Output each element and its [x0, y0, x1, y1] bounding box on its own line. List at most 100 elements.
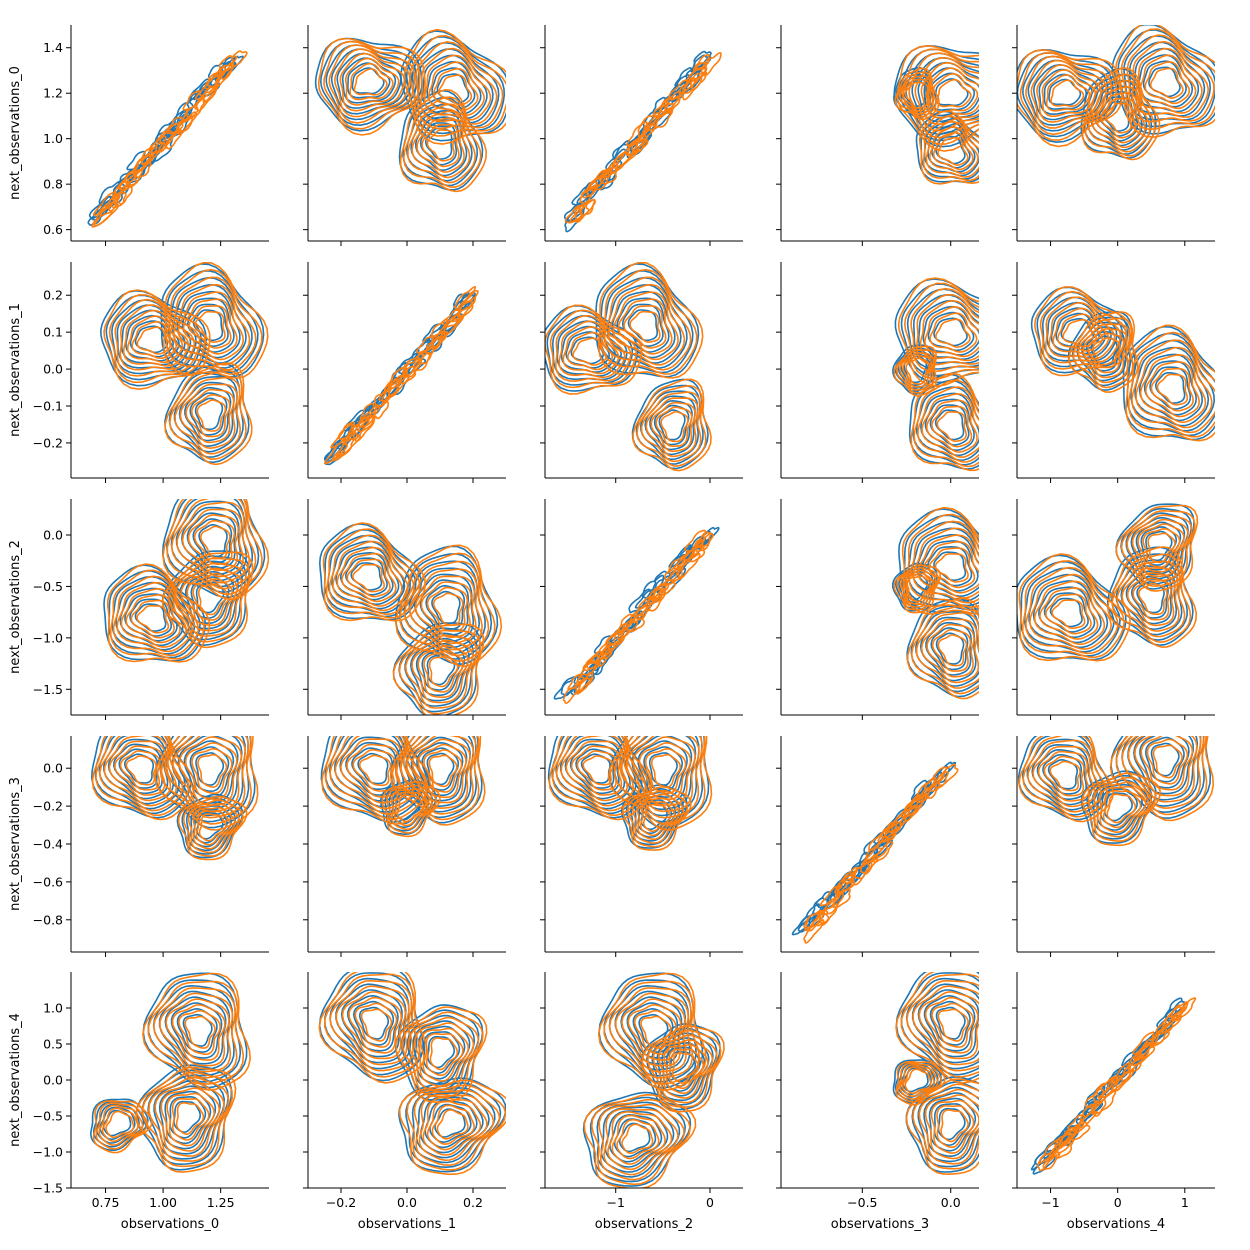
contour-line-series-2	[621, 1123, 654, 1155]
y-tick-label: −0.6	[33, 874, 63, 889]
contour-line-series-2	[360, 1008, 393, 1042]
contour-line-series-2	[1081, 772, 1161, 847]
contour-line-series-2	[420, 47, 498, 125]
contour-line-series-2	[125, 755, 157, 786]
contour-line-series-2	[896, 567, 940, 611]
contour-line-series-2	[908, 520, 979, 608]
panel-contours	[553, 526, 720, 705]
contour-line-series-2	[423, 54, 492, 121]
contour-line-series-2	[330, 423, 355, 449]
contour-line-series-2	[644, 747, 687, 795]
contour-line-series-2	[167, 557, 251, 643]
contour-line-series-1	[351, 67, 385, 95]
contour-line-series-1	[911, 1081, 979, 1168]
contour-line-series-2	[912, 1083, 979, 1170]
contour-line-series-1	[935, 1006, 966, 1040]
contour-line-series-2	[1027, 739, 1102, 813]
contour-line-series-2	[417, 743, 467, 799]
contour-line-series-2	[192, 806, 236, 850]
y-tick-label: 1.0	[43, 131, 63, 146]
contour-line-series-2	[1096, 91, 1141, 144]
contour-line-series-2	[427, 61, 486, 117]
contour-line-series-2	[400, 736, 478, 815]
contour-line-series-1	[183, 740, 235, 798]
contour-line-series-2	[1033, 580, 1105, 646]
contour-line-series-2	[409, 34, 506, 137]
contour-line-series-2	[159, 122, 180, 145]
contour-line-series-2	[442, 309, 462, 328]
contour-line-series-2	[398, 1079, 506, 1176]
panel-r1-c1	[303, 262, 506, 483]
contour-line-series-2	[903, 282, 979, 380]
contour-line-series-2	[135, 1066, 237, 1173]
panel-r3-c1	[303, 736, 506, 957]
contour-line-series-2	[871, 841, 894, 863]
contour-line-series-1	[408, 567, 481, 649]
contour-line-series-2	[332, 540, 409, 612]
contour-line-series-2	[906, 575, 932, 603]
contour-line-series-2	[426, 129, 456, 162]
contour-line-series-2	[1039, 587, 1099, 640]
contour-line-series-2	[619, 736, 704, 819]
contour-line-series-2	[172, 283, 251, 366]
contour-line-series-1	[1154, 372, 1186, 404]
contour-line-series-2	[694, 531, 712, 549]
contour-line-series-2	[616, 618, 639, 640]
contour-line-series-1	[1130, 516, 1186, 576]
contour-line-series-2	[346, 558, 391, 598]
contour-line-series-2	[422, 1096, 488, 1156]
contour-line-series-2	[894, 67, 940, 121]
contour-line-series-1	[619, 736, 700, 817]
contour-line-series-1	[907, 520, 979, 607]
contour-line-series-2	[426, 586, 469, 632]
contour-line-series-2	[937, 136, 969, 167]
x-tick-label: 1.25	[207, 1195, 235, 1210]
y-tick-label: 0.0	[43, 1073, 63, 1088]
contour-line-series-2	[1090, 1098, 1107, 1117]
panel-contours	[1030, 997, 1197, 1175]
panel-contours	[545, 262, 712, 472]
contour-line-series-2	[328, 534, 415, 616]
contour-line-series-2	[165, 116, 184, 135]
panel-r0-c1	[303, 25, 506, 246]
contour-line-series-2	[180, 567, 243, 632]
contour-line-series-1	[919, 616, 977, 682]
contour-line-series-1	[1117, 29, 1215, 128]
panels-layer: 0.60.81.01.21.4next_observations_0−0.2−0…	[8, 25, 1215, 1232]
contour-line-series-2	[359, 754, 392, 787]
contour-line-series-2	[614, 992, 690, 1073]
contour-line-series-2	[1121, 567, 1180, 632]
contour-line-series-1	[431, 590, 461, 625]
contour-line-series-2	[664, 95, 681, 115]
contour-line-series-2	[567, 331, 614, 371]
panel-contours	[892, 972, 979, 1176]
contour-line-series-2	[351, 563, 386, 593]
contour-line-series-2	[1135, 47, 1203, 114]
panel-contours	[891, 506, 979, 700]
contour-line-series-2	[168, 369, 247, 460]
y-tick-label: 0.8	[43, 177, 63, 192]
panel-r4-c3: −0.5 0.0 observations_3	[776, 972, 979, 1232]
contour-line-series-2	[926, 623, 975, 678]
contour-line-series-1	[184, 386, 232, 442]
contour-line-series-2	[348, 996, 403, 1054]
x-tick-label: −1	[1041, 1195, 1059, 1210]
contour-line-series-2	[626, 138, 645, 157]
contour-line-series-2	[1146, 738, 1189, 785]
contour-line-series-1	[421, 747, 460, 791]
contour-line-series-2	[432, 67, 479, 112]
contour-line-series-2	[607, 1111, 673, 1171]
contour-line-series-2	[611, 1114, 666, 1165]
contour-line-series-2	[613, 736, 706, 825]
contour-line-series-2	[184, 742, 238, 800]
contour-line-series-2	[655, 406, 693, 447]
contour-line-series-2	[912, 527, 979, 604]
contour-line-series-1	[412, 1020, 471, 1086]
contour-line-series-2	[329, 736, 421, 815]
y-tick-label: 0.0	[43, 761, 63, 776]
contour-line-series-2	[924, 766, 948, 789]
contour-line-series-2	[1102, 789, 1142, 829]
contour-line-series-2	[1125, 324, 1215, 442]
contour-line-series-2	[187, 514, 240, 572]
